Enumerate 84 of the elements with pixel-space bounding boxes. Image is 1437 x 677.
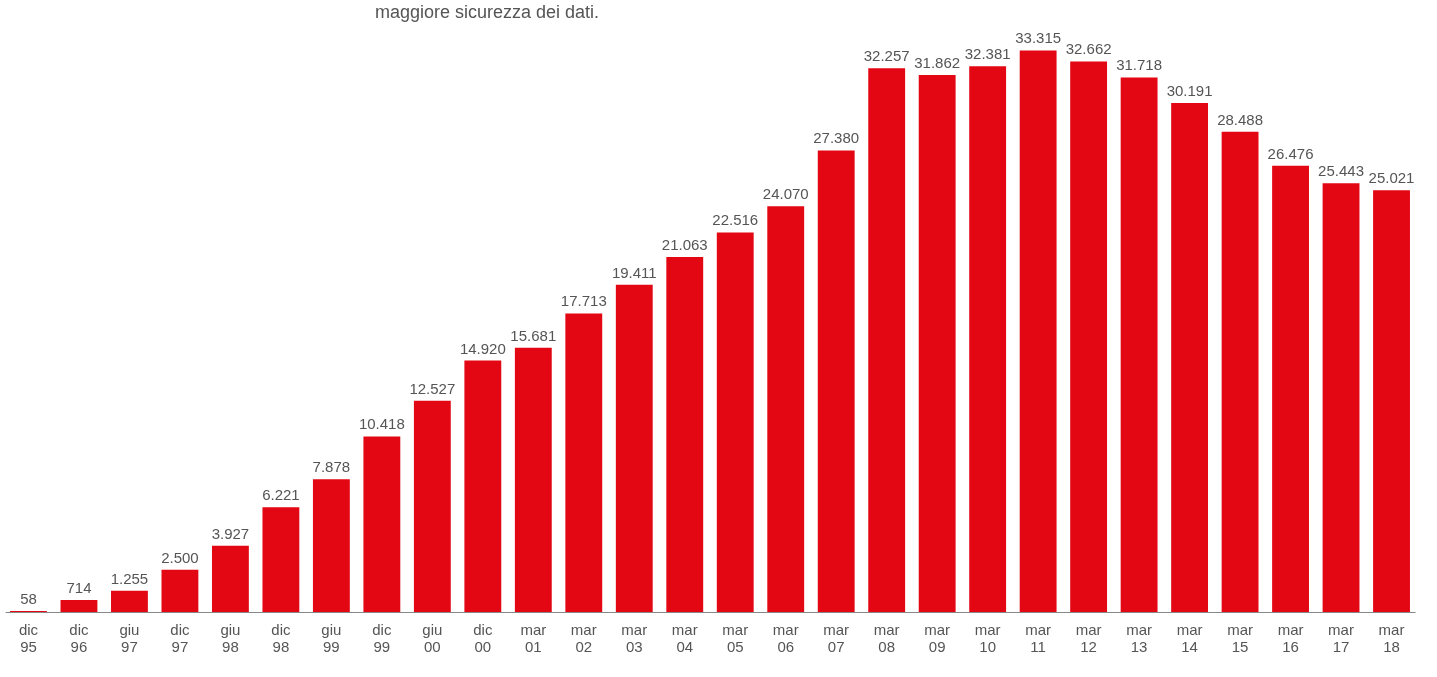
x-tick-label: mar 03 (621, 620, 648, 655)
data-label: 58 (20, 590, 37, 608)
bar (211, 545, 249, 612)
bar (312, 479, 350, 612)
data-label: 1.255 (110, 569, 149, 587)
data-label: 24.070 (762, 185, 809, 203)
data-label: 22.516 (712, 211, 759, 229)
bar (716, 232, 754, 612)
bar (615, 284, 653, 612)
x-tick-label: dic 96 (69, 620, 90, 655)
x-tick-label: giu 99 (321, 620, 342, 655)
bar (262, 507, 300, 612)
bar (514, 347, 552, 612)
x-tick-label: mar 02 (570, 620, 597, 655)
bar (1019, 50, 1057, 612)
data-label: 31.862 (914, 53, 961, 71)
bar (60, 599, 98, 612)
x-tick-label: mar 04 (671, 620, 698, 655)
x-tick-label: dic 95 (18, 620, 39, 655)
x-tick-label: mar 07 (823, 620, 850, 655)
bar (1120, 77, 1158, 612)
data-label: 7.878 (312, 458, 351, 476)
x-tick-label: dic 98 (271, 620, 291, 655)
x-tick-label: mar 12 (1075, 620, 1102, 655)
bar (868, 68, 906, 612)
bar (767, 206, 805, 612)
data-label: 3.927 (211, 524, 250, 542)
data-label: 31.718 (1116, 56, 1163, 74)
bar (161, 569, 199, 612)
data-label: 26.476 (1267, 144, 1314, 162)
data-label: 28.488 (1217, 110, 1264, 128)
x-tick-label: mar 14 (1176, 620, 1203, 655)
x-tick-label: dic 00 (473, 620, 493, 655)
x-tick-label: dic 99 (372, 620, 392, 655)
x-tick-label: mar 10 (974, 620, 1001, 655)
data-label: 32.381 (964, 45, 1011, 63)
data-label: 14.920 (459, 339, 506, 357)
bar (111, 590, 148, 612)
data-label: 12.527 (409, 379, 456, 397)
bar (1171, 103, 1209, 612)
bar (1272, 165, 1309, 612)
data-label: 30.191 (1166, 82, 1213, 100)
data-label: 32.257 (863, 47, 910, 65)
x-tick-label: mar 11 (1025, 620, 1052, 655)
data-label: 10.418 (358, 415, 405, 433)
data-label: 17.713 (560, 292, 607, 310)
data-label: 6.221 (262, 486, 300, 504)
bar (413, 400, 451, 612)
bar (1221, 131, 1259, 612)
data-label: 27.380 (813, 129, 860, 147)
x-tick-label: mar 16 (1277, 620, 1304, 655)
bar (918, 74, 956, 612)
x-tick-label: mar 08 (873, 620, 900, 655)
data-label: 32.662 (1065, 40, 1112, 58)
data-label: 19.411 (611, 263, 657, 281)
data-label: 25.021 (1368, 169, 1415, 187)
data-label: 714 (66, 578, 92, 596)
x-tick-label: mar 13 (1126, 620, 1153, 655)
x-tick-label: dic 97 (170, 620, 191, 655)
data-label: 21.063 (661, 235, 708, 253)
bar (464, 360, 502, 612)
x-tick-label: mar 18 (1378, 620, 1405, 655)
x-tick-label: mar 05 (722, 620, 749, 655)
bar (969, 66, 1007, 612)
x-tick-label: mar 09 (924, 620, 951, 655)
x-tick-label: mar 06 (772, 620, 799, 655)
data-label: 2.500 (161, 548, 199, 566)
bar (565, 313, 603, 612)
x-tick-label: mar 15 (1227, 620, 1253, 655)
bar (817, 150, 855, 612)
data-label: 33.315 (1015, 29, 1062, 47)
x-tick-label: giu 98 (220, 620, 241, 655)
x-tick-label: mar 17 (1328, 620, 1354, 655)
bar (1322, 183, 1360, 612)
x-tick-label: giu 00 (422, 620, 443, 655)
data-label: 25.443 (1318, 162, 1364, 180)
data-label: 15.681 (510, 326, 557, 344)
bar (1070, 61, 1108, 612)
bar (1373, 190, 1410, 612)
bar (363, 436, 401, 612)
bar (666, 256, 704, 612)
x-tick-label: mar 01 (520, 620, 547, 655)
chart-title: maggiore sicurezza dei dati. (375, 2, 600, 22)
x-tick-label: giu 97 (119, 620, 140, 655)
